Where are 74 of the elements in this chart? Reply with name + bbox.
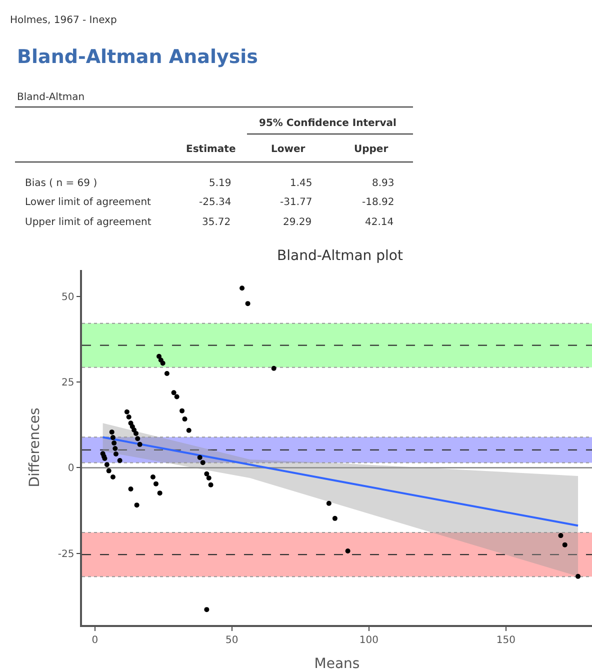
text: 29.29 — [283, 217, 312, 228]
point — [112, 446, 118, 452]
point — [160, 360, 166, 366]
point — [157, 490, 162, 496]
point — [208, 482, 214, 488]
point — [112, 440, 117, 446]
point — [174, 394, 180, 400]
text: Holmes, 1967 - Inexp — [10, 15, 117, 26]
point — [106, 468, 112, 474]
point — [576, 574, 581, 579]
point — [164, 370, 170, 376]
point — [104, 462, 110, 468]
point — [204, 607, 210, 612]
point — [124, 409, 130, 414]
point — [128, 486, 134, 492]
point — [109, 430, 114, 435]
point — [110, 435, 116, 440]
point — [156, 354, 162, 359]
point — [240, 286, 245, 291]
point — [271, 366, 276, 371]
point — [332, 516, 338, 521]
point — [133, 430, 138, 436]
text: Upper — [354, 144, 388, 155]
point — [245, 301, 250, 306]
point — [110, 474, 116, 480]
text: 35.72 — [202, 217, 231, 228]
point — [182, 416, 188, 422]
text: Estimate — [186, 144, 236, 155]
point — [186, 428, 192, 433]
text: 5.19 — [209, 178, 232, 189]
x-axis-title: Means — [314, 656, 360, 672]
text: Lower — [271, 144, 306, 155]
text: -18.92 — [362, 197, 394, 208]
chart-title: Bland-Altman plot — [277, 248, 404, 264]
text: 8.93 — [372, 178, 394, 189]
text: Bias ( n = 69 ) — [25, 178, 98, 189]
point — [153, 481, 158, 486]
point — [113, 452, 118, 457]
text: -31.77 — [280, 197, 312, 208]
x-tick-label: 150 — [496, 634, 516, 646]
point — [200, 460, 206, 466]
x-tick-label: 50 — [226, 634, 238, 646]
text: Lower limit of agreement — [25, 197, 152, 208]
point — [150, 474, 156, 480]
point — [204, 471, 210, 476]
line-series — [102, 436, 580, 527]
text: 1.45 — [290, 178, 312, 189]
point — [137, 442, 142, 447]
point — [197, 454, 202, 460]
point — [134, 502, 140, 508]
y-tick-label: 0 — [68, 463, 74, 474]
text: Bland-Altman — [17, 92, 85, 103]
point — [326, 500, 332, 506]
y-tick-label: -25 — [58, 548, 74, 560]
point — [117, 458, 122, 464]
point — [345, 548, 350, 554]
point — [562, 542, 568, 548]
text: Bland-Altman Analysis — [17, 46, 258, 68]
text: Upper limit of agreement — [25, 217, 152, 228]
point — [206, 476, 212, 480]
point — [132, 428, 137, 433]
x-tick-label: 100 — [359, 634, 378, 646]
y-axis-title: Differences — [27, 408, 44, 488]
point — [558, 533, 564, 538]
text: 95% Confidence Interval — [259, 118, 396, 129]
point — [171, 390, 176, 396]
point — [180, 408, 185, 414]
text: 42.14 — [365, 217, 394, 228]
y-tick-label: 25 — [62, 378, 74, 389]
point — [126, 414, 132, 420]
point — [135, 436, 140, 442]
text: -25.34 — [199, 197, 232, 208]
y-tick-label: 50 — [62, 292, 74, 303]
x-tick-label: 0 — [92, 634, 98, 646]
